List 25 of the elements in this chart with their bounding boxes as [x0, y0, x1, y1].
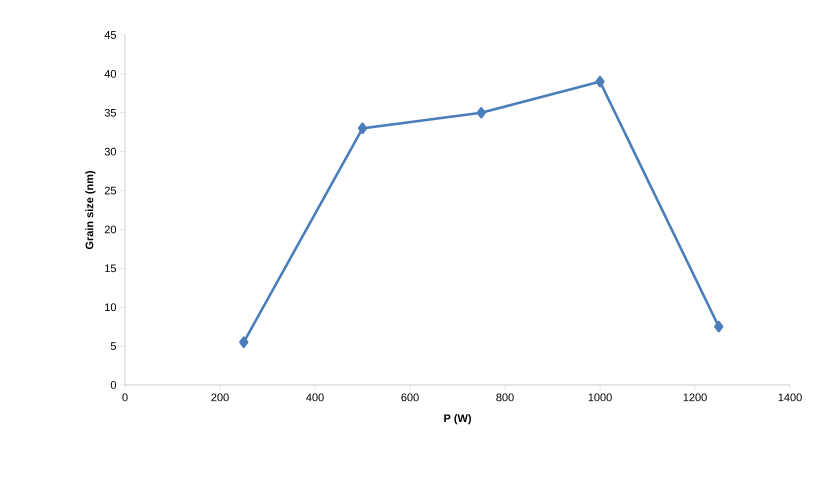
x-tick-label: 400 [306, 394, 324, 402]
x-tick-label: 1400 [778, 394, 802, 402]
point [358, 122, 368, 134]
y-tick-label: 5 [110, 342, 116, 350]
point [476, 106, 486, 119]
x-tick-label: 200 [211, 394, 229, 402]
x-tick-label: 600 [401, 394, 419, 402]
y-tick-label: 45 [104, 31, 116, 39]
y-tick-label: 40 [104, 70, 116, 78]
y-axis-title: Grain size (nm) [85, 170, 96, 250]
x-tick-label: 800 [496, 394, 514, 402]
y-tick-label: 30 [104, 148, 116, 156]
point [714, 320, 724, 332]
x-tick-label: 0 [122, 394, 128, 402]
y-tick-label: 15 [105, 264, 116, 272]
x-tick-label: 1000 [588, 394, 612, 402]
y-tick-label: 35 [104, 108, 116, 117]
y-tick-label: 10 [105, 303, 116, 312]
point [239, 336, 248, 348]
point [595, 76, 605, 88]
x-axis-title: P (W) [444, 414, 471, 424]
y-tick-label: 25 [104, 186, 116, 194]
x-tick-label: 1200 [684, 394, 707, 402]
y-tick-label: 0 [110, 381, 116, 389]
y-tick-label: 20 [104, 226, 116, 234]
